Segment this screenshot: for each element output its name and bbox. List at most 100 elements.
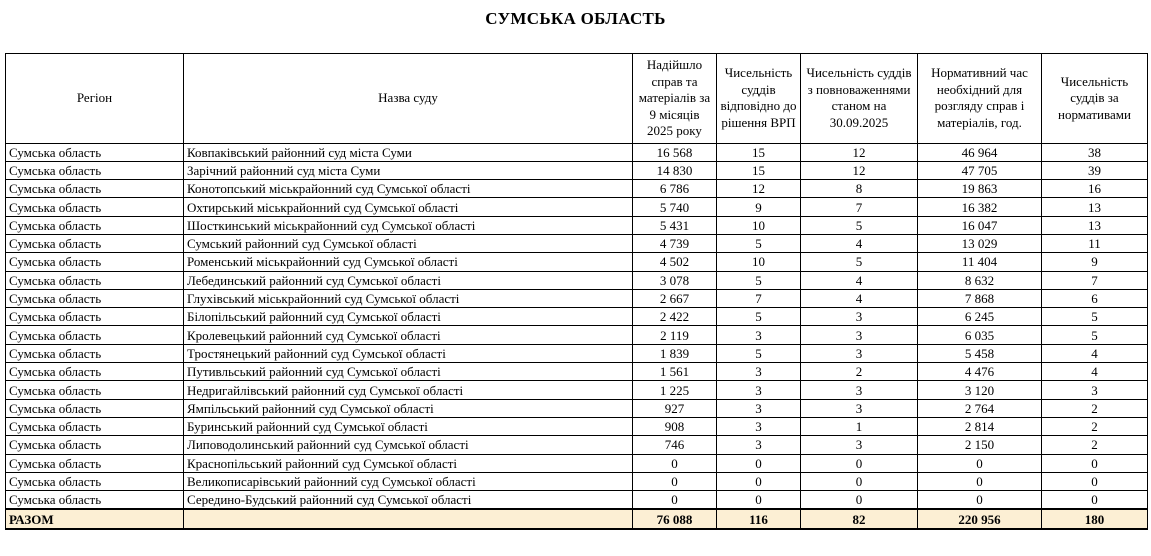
court-name-cell: Путивльський районний суд Сумської облас… bbox=[183, 362, 633, 382]
table-row: Сумська область Великописарівський районн… bbox=[5, 471, 1148, 492]
table-row: Сумська область Сумський районний суд Сум… bbox=[5, 233, 1148, 254]
table-row: Сумська область Шосткинський міськрайонни… bbox=[5, 215, 1148, 235]
column-header-normative-hours: Нормативний час необхідний для розгляду … bbox=[917, 53, 1042, 144]
cases-received-cell: 2 667 bbox=[632, 288, 717, 309]
cases-received-cell: 4 502 bbox=[632, 252, 717, 272]
normative-hours-cell: 2 814 bbox=[917, 416, 1042, 437]
normative-hours-cell: 47 705 bbox=[917, 160, 1042, 181]
judges-vrp-cell: 5 bbox=[716, 270, 801, 290]
court-name-cell: Лебединський районний суд Сумської облас… bbox=[183, 270, 633, 290]
court-name-cell: Сумський районний суд Сумської області bbox=[183, 233, 633, 254]
judges-authorized-cell: 0 bbox=[800, 471, 918, 492]
table-row: Сумська область Зарічний районний суд міс… bbox=[5, 160, 1148, 181]
cases-received-cell: 1 839 bbox=[632, 343, 717, 364]
table-row: Сумська область Білопільський районний су… bbox=[5, 307, 1148, 327]
judges-authorized-cell: 8 bbox=[800, 179, 918, 199]
judges-by-norms-cell: 0 bbox=[1041, 453, 1148, 473]
judges-by-norms-cell: 9 bbox=[1041, 252, 1148, 272]
total-judges-vrp-cell: 116 bbox=[716, 508, 801, 531]
region-cell: Сумська область bbox=[5, 215, 184, 235]
judges-authorized-cell: 12 bbox=[800, 160, 918, 181]
table-row: Сумська область Роменський міськрайонний … bbox=[5, 252, 1148, 272]
judges-by-norms-cell: 2 bbox=[1041, 398, 1148, 418]
total-normative-hours-cell: 220 956 bbox=[917, 508, 1042, 531]
column-header-cases-received: Надійшло справ та матеріалів за 9 місяці… bbox=[632, 53, 717, 144]
table-row: Сумська область Недригайлівський районний… bbox=[5, 380, 1148, 400]
normative-hours-cell: 16 047 bbox=[917, 215, 1042, 235]
region-cell: Сумська область bbox=[5, 471, 184, 492]
region-cell: Сумська область bbox=[5, 307, 184, 327]
judges-authorized-cell: 3 bbox=[800, 307, 918, 327]
region-cell: Сумська область bbox=[5, 362, 184, 382]
judges-by-norms-cell: 2 bbox=[1041, 416, 1148, 437]
cases-received-cell: 16 568 bbox=[632, 142, 717, 162]
judges-vrp-cell: 10 bbox=[716, 215, 801, 235]
header-row: Регіон Назва суду Надійшло справ та матері… bbox=[5, 53, 1148, 144]
court-name-cell: Середино-Будський районний суд Сумської … bbox=[183, 490, 633, 510]
judges-by-norms-cell: 13 bbox=[1041, 197, 1148, 217]
table-row: Сумська область Ковпаківський районний су… bbox=[5, 142, 1148, 162]
judges-by-norms-cell: 0 bbox=[1041, 471, 1148, 492]
judges-vrp-cell: 3 bbox=[716, 325, 801, 345]
table-row: Сумська область Краснопільський районний … bbox=[5, 453, 1148, 473]
judges-vrp-cell: 10 bbox=[716, 252, 801, 272]
region-cell: Сумська область bbox=[5, 490, 184, 510]
normative-hours-cell: 0 bbox=[917, 471, 1042, 492]
court-name-cell: Липоводолинський районний суд Сумської о… bbox=[183, 435, 633, 455]
table-row: Сумська область Конотопський міськрайонни… bbox=[5, 179, 1148, 199]
judges-vrp-cell: 9 bbox=[716, 197, 801, 217]
region-cell: Сумська область bbox=[5, 270, 184, 290]
region-cell: Сумська область bbox=[5, 233, 184, 254]
total-row: РАЗОМ 76 088 116 82 220 956 180 bbox=[5, 508, 1148, 531]
judges-by-norms-cell: 11 bbox=[1041, 233, 1148, 254]
judges-authorized-cell: 3 bbox=[800, 325, 918, 345]
judges-by-norms-cell: 2 bbox=[1041, 435, 1148, 455]
cases-received-cell: 0 bbox=[632, 453, 717, 473]
court-name-cell: Кролевецький районний суд Сумської облас… bbox=[183, 325, 633, 345]
judges-vrp-cell: 5 bbox=[716, 343, 801, 364]
judges-by-norms-cell: 3 bbox=[1041, 380, 1148, 400]
region-cell: Сумська область bbox=[5, 288, 184, 309]
judges-vrp-cell: 5 bbox=[716, 233, 801, 254]
court-name-cell: Охтирський міськрайонний суд Сумської об… bbox=[183, 197, 633, 217]
judges-by-norms-cell: 5 bbox=[1041, 325, 1148, 345]
normative-hours-cell: 11 404 bbox=[917, 252, 1042, 272]
judges-vrp-cell: 3 bbox=[716, 362, 801, 382]
cases-received-cell: 0 bbox=[632, 490, 717, 510]
court-name-cell: Зарічний районний суд міста Суми bbox=[183, 160, 633, 181]
judges-by-norms-cell: 6 bbox=[1041, 288, 1148, 309]
total-judges-by-norms-cell: 180 bbox=[1041, 508, 1148, 531]
normative-hours-cell: 2 150 bbox=[917, 435, 1042, 455]
judges-authorized-cell: 5 bbox=[800, 252, 918, 272]
judges-vrp-cell: 0 bbox=[716, 453, 801, 473]
normative-hours-cell: 3 120 bbox=[917, 380, 1042, 400]
table-row: Сумська область Лебединський районний суд… bbox=[5, 270, 1148, 290]
normative-hours-cell: 6 245 bbox=[917, 307, 1042, 327]
total-judges-authorized-cell: 82 bbox=[800, 508, 918, 531]
table-row: Сумська область Буринський районний суд С… bbox=[5, 416, 1148, 437]
judges-authorized-cell: 3 bbox=[800, 380, 918, 400]
normative-hours-cell: 0 bbox=[917, 490, 1042, 510]
cases-received-cell: 3 078 bbox=[632, 270, 717, 290]
courts-table: Регіон Назва суду Надійшло справ та матері… bbox=[5, 53, 1148, 531]
judges-authorized-cell: 5 bbox=[800, 215, 918, 235]
judges-vrp-cell: 3 bbox=[716, 416, 801, 437]
total-cases-received-cell: 76 088 bbox=[632, 508, 717, 531]
judges-authorized-cell: 3 bbox=[800, 435, 918, 455]
judges-authorized-cell: 2 bbox=[800, 362, 918, 382]
court-name-cell: Шосткинський міськрайонний суд Сумської … bbox=[183, 215, 633, 235]
cases-received-cell: 1 225 bbox=[632, 380, 717, 400]
judges-authorized-cell: 4 bbox=[800, 233, 918, 254]
judges-by-norms-cell: 16 bbox=[1041, 179, 1148, 199]
cases-received-cell: 0 bbox=[632, 471, 717, 492]
judges-vrp-cell: 3 bbox=[716, 380, 801, 400]
judges-vrp-cell: 0 bbox=[716, 490, 801, 510]
judges-by-norms-cell: 7 bbox=[1041, 270, 1148, 290]
table-row: Сумська область Путивльський районний суд… bbox=[5, 362, 1148, 382]
normative-hours-cell: 2 764 bbox=[917, 398, 1042, 418]
judges-by-norms-cell: 4 bbox=[1041, 362, 1148, 382]
normative-hours-cell: 13 029 bbox=[917, 233, 1042, 254]
judges-vrp-cell: 12 bbox=[716, 179, 801, 199]
judges-by-norms-cell: 5 bbox=[1041, 307, 1148, 327]
judges-authorized-cell: 4 bbox=[800, 288, 918, 309]
